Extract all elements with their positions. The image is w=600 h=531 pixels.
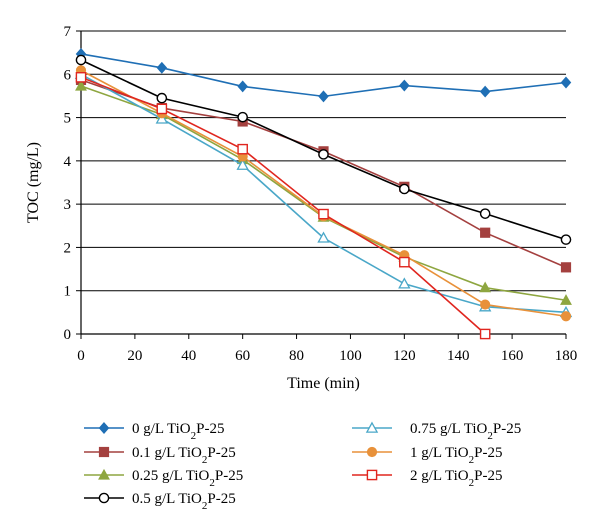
data-point <box>236 158 249 170</box>
data-point <box>399 183 410 195</box>
data-point <box>237 143 248 155</box>
legend-item-7: 2 g/L TiO2P-25 <box>352 468 502 489</box>
tick-labels: 0 1 2 3 4 5 6 7 0 20 40 60 80 100 120 140 160 180 <box>64 24 578 364</box>
data-point <box>479 281 492 293</box>
data-point <box>237 111 248 123</box>
x-tick-label: 20 <box>127 348 142 364</box>
data-point <box>317 231 330 243</box>
x-tick-label: 0 <box>77 348 85 364</box>
series-line <box>80 85 567 302</box>
data-point <box>75 79 87 91</box>
y-tick-label: 1 <box>64 284 72 300</box>
data-point <box>156 103 168 115</box>
series-group <box>74 47 573 340</box>
legend-label: 0.25 g/L TiO2P-25 <box>132 468 243 489</box>
data-point <box>479 328 491 340</box>
axes <box>76 30 567 339</box>
series-4 <box>75 54 572 245</box>
legend-marker <box>98 446 110 458</box>
data-point <box>318 149 329 160</box>
y-tick-label: 2 <box>64 240 72 256</box>
y-tick-label: 4 <box>64 154 72 170</box>
legend-label: 0.1 g/L TiO2P-25 <box>132 445 236 466</box>
x-tick-label: 60 <box>235 348 250 364</box>
data-point <box>156 61 168 74</box>
x-tick-label: 40 <box>181 348 196 364</box>
legend-marker <box>365 421 379 433</box>
series-7 <box>75 72 491 340</box>
legend-label: 2 g/L TiO2P-25 <box>410 468 502 489</box>
data-point <box>560 294 572 305</box>
data-point <box>398 277 411 289</box>
x-tick-label: 160 <box>501 348 524 364</box>
data-point <box>318 208 329 220</box>
series-line <box>80 53 567 98</box>
data-point <box>480 227 491 238</box>
legend-item-1: 0 g/L TiO2P-25 <box>84 421 224 442</box>
x-axis-title: Time (min) <box>287 375 360 392</box>
y-axis-title: TOC (mg/L) <box>25 142 42 223</box>
y-tick-label: 3 <box>64 197 72 213</box>
data-point <box>156 92 168 104</box>
series-line <box>80 73 567 314</box>
legend-label: 0.75 g/L TiO2P-25 <box>410 421 521 442</box>
data-point <box>399 79 410 92</box>
data-point <box>560 311 572 322</box>
x-tick-label: 120 <box>393 348 416 364</box>
data-point <box>479 208 491 219</box>
grid-lines <box>81 30 566 292</box>
x-tick-label: 100 <box>339 348 362 364</box>
y-tick-label: 0 <box>64 327 72 343</box>
legend-item-2: 0.1 g/L TiO2P-25 <box>84 445 236 466</box>
data-point <box>75 72 87 83</box>
legend-item-4: 0.5 g/L TiO2P-25 <box>84 491 236 512</box>
legend-marker <box>98 468 110 480</box>
legend-marker <box>366 469 378 481</box>
legend-item-3: 0.25 g/L TiO2P-25 <box>84 468 243 489</box>
y-tick-label: 6 <box>64 67 72 83</box>
legend: 0 g/L TiO2P-25 0.1 g/L TiO2P-250.25 g/L T… <box>84 421 521 512</box>
legend-item-6: 1 g/L TiO2P-25 <box>352 445 502 466</box>
data-point <box>399 256 410 268</box>
series-3 <box>75 79 572 305</box>
legend-label: 0 g/L TiO2P-25 <box>132 421 224 442</box>
series-line <box>80 76 486 335</box>
series-line <box>80 69 567 318</box>
data-point <box>560 234 572 245</box>
data-point <box>237 80 248 93</box>
x-tick-label: 80 <box>289 348 304 364</box>
data-point <box>480 299 491 310</box>
legend-marker <box>366 446 378 458</box>
legend-marker <box>98 422 110 434</box>
data-point <box>560 76 572 89</box>
legend-item-5: 0.75 g/L TiO2P-25 <box>352 421 521 442</box>
x-tick-label: 140 <box>447 348 470 364</box>
data-point <box>318 90 329 103</box>
x-tick-label: 180 <box>555 348 578 364</box>
y-tick-label: 7 <box>64 24 72 40</box>
data-point <box>155 112 169 124</box>
legend-marker <box>98 492 110 504</box>
y-tick-label: 5 <box>64 111 72 127</box>
legend-label: 0.5 g/L TiO2P-25 <box>132 491 236 512</box>
data-point <box>479 85 491 98</box>
legend-label: 1 g/L TiO2P-25 <box>410 445 502 466</box>
data-point <box>560 262 572 273</box>
data-point <box>75 54 87 66</box>
